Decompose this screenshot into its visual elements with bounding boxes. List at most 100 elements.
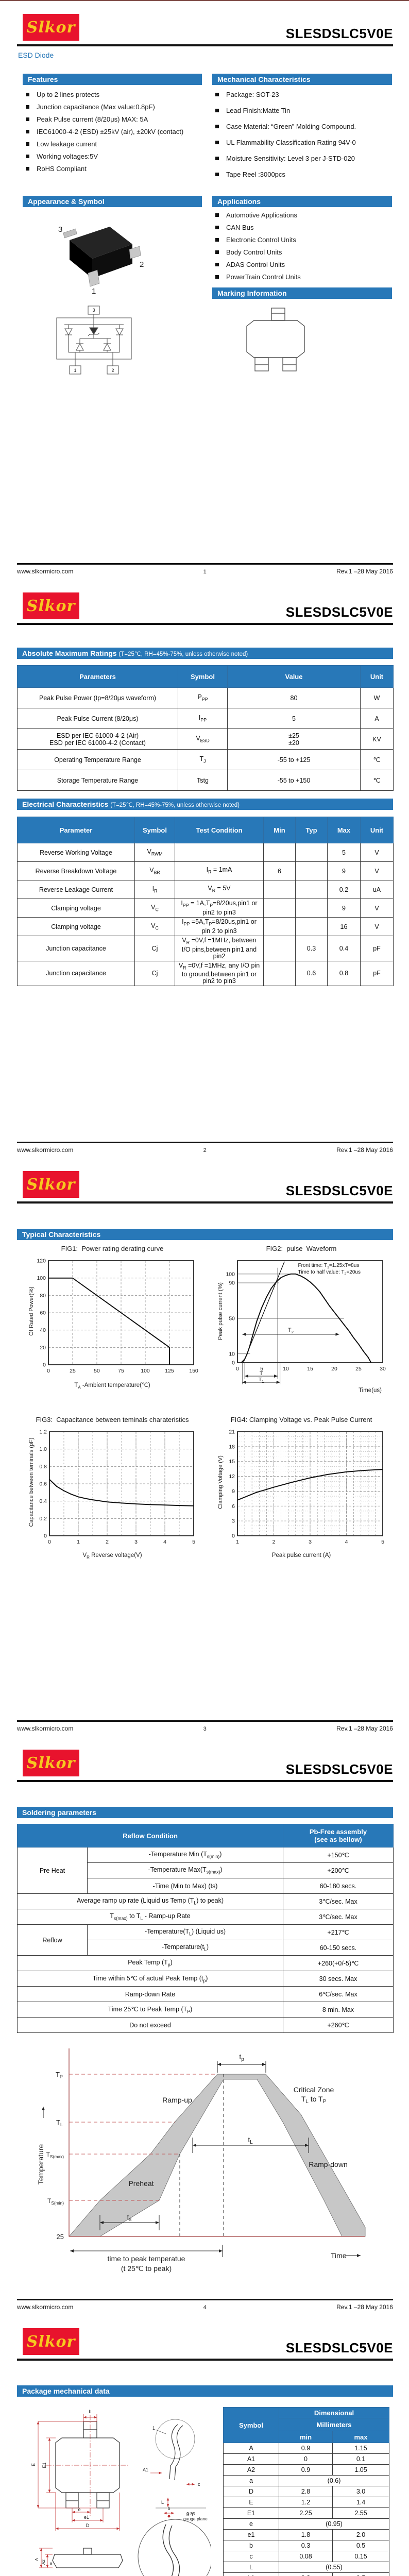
dim-A-label: A [35,2558,39,2561]
bullet-text: ADAS Control Units [226,261,285,268]
bullet-text: Moisture Sensitivity: Level 3 per J-STD-… [226,155,355,162]
bullet-item: Case Material: “Green” Molding Compound. [215,123,392,130]
chart-annotation: Front time: T1​=1.25xT=8us [298,1263,360,1269]
dim-L-label: L [161,2500,164,2505]
span-label: T1​ [259,1377,264,1384]
footer-page-number: 4 [203,2304,207,2311]
symbol-cell: IR [134,880,175,899]
min-cell: 6 [263,861,296,880]
max-cell: 1.15 [332,2443,390,2454]
value-cell: +150℃ [283,1847,394,1863]
fig2-chart: 0 5 10 15 20 25 30 0 10 50 90 100 T2​ TT1​ Front time:… [226,1260,386,1385]
x-tick-label: 1 [236,1539,239,1545]
detail-callout: 1 [152,2426,155,2431]
footer: www.slkormicro.com 2 Rev.1 –28 May 2016 [17,1146,393,1154]
marking-outline-image [246,308,305,371]
min-cell: 0.3 [279,2540,333,2551]
bullet-item: Peak Pulse current (8/20μs) MAX: 5A [26,115,201,123]
header-cell: Value [227,665,361,688]
bullet-text: Junction capacitance (Max value:0.8pF) [37,103,155,111]
tl-level-label: TL​ [56,2119,63,2127]
parameter-cell: Junction capacitance [17,960,135,986]
x-tick-label: 1 [77,1539,80,1545]
symbol-cell: E [223,2497,279,2508]
x-tick-label: 5 [381,1539,384,1545]
footer-revision: Rev.1 –28 May 2016 [336,1146,393,1154]
package-title: Package mechanical data [22,2387,110,2395]
test-condition-cell: IPP =5A,TP=8/20us,pin1 or pin 2 to pin3 [175,917,264,936]
table-row: Clamping voltage VC IPP =5A,TP=8/20us,pin1… [17,917,394,936]
table-row: A1 0 0.1 [223,2453,390,2465]
y-tick-label: 10 [229,1351,235,1357]
max-cell: 16 [327,917,361,936]
fig2-ylabel: Peak pulse current (%) [217,1282,224,1340]
header-cell: Test Condition [175,817,264,843]
x-tick-label: 30 [380,1366,386,1372]
y-tick-label: 80 [40,1293,46,1299]
mechanical-section-bar: Mechanical Characteristics [212,74,392,85]
y-tick-label: 100 [37,1275,46,1281]
table-row: Time within 5℃ of actual Peak Temp (tp) 3… [17,1971,394,1987]
logo-text: Slkor [26,1175,76,1194]
y-tick-label: 3 [232,1518,235,1524]
typical-title: Typical Characteristics [22,1230,101,1239]
gauge-plane-offset: 0.25 [186,2511,195,2516]
bullet-text: UL Flammability Classification Rating 94… [226,139,356,146]
table-row: Ramp-down Rate 6℃/sec. Max [17,1986,394,2002]
condition-cell: Peak Temp (Tp) [17,1955,283,1971]
table-row: Junction capacitance Cj VR =0V,f =1MHz, be… [17,936,394,961]
min-cell: 0.08 [279,2551,333,2562]
sot23-3d-image: 3 2 1 [58,225,144,295]
parameter-cell: Clamping voltage [17,899,135,918]
condition-cell: Do not exceed [17,2017,283,2033]
fig1-block: FIG1: Power rating derating curve Of Rat… [25,1245,200,1389]
symbol-cell: VC [134,899,175,918]
table-row: Reverse Leakage Current IR VR = 5V 0.2 uA [17,880,394,899]
parameter-cell: Peak Pulse Current (8/20μs) [17,708,178,729]
bullet-square-icon [26,117,29,121]
abs-max-note: (T=25℃, RH=45%-75%, unless otherwise not… [118,651,248,657]
package-section-bar: Package mechanical data [17,2385,393,2397]
abs-max-title: Absolute Maximum Ratings [22,649,117,657]
parameter-cell: Reverse Working Voltage [17,843,135,862]
critical-zone-label-2: TL​ to TP​ [301,2095,327,2105]
parameter-cell: Reverse Leakage Current [17,880,135,899]
condition-cell: Time within 5℃ of actual Peak Temp (tp) [17,1971,283,1987]
bullet-item: Tape Reel :3000pcs [215,171,392,178]
y-tick-label: 0.8 [39,1464,47,1470]
bullet-text: Peak Pulse current (8/20μs) MAX: 5A [37,115,148,123]
y-tick-label: 21 [229,1429,235,1435]
parameter-cell: Junction capacitance [17,936,135,961]
ts-span-label: ts​ [127,2213,132,2223]
tp-level-label: TP​ [56,2071,63,2079]
bullet-square-icon [26,167,29,171]
footer-revision: Rev.1 –28 May 2016 [336,568,393,575]
table-row: L (0.55) [223,2562,390,2573]
bullet-item: Package: SOT-23 [215,91,392,98]
unit-cell: A [360,708,394,729]
bullet-text: Package: SOT-23 [226,91,279,98]
condition-cell: -Temperature(tL) [87,1940,283,1956]
y-tick-label: 6 [232,1503,235,1510]
span-label: T2​ [288,1327,294,1334]
unit-cell: V [360,843,394,862]
applications-section-bar: Applications [212,196,392,207]
symbol-cell: L1 [223,2572,279,2576]
fig1-xlabel: TA -Ambient temperature(℃) [74,1382,150,1390]
y-tick-label: 0 [43,1362,46,1368]
table-row: Junction capacitance Cj VR =0V,f =1MHz, an… [17,960,394,986]
table-row: e1 1.8 2.0 [223,2529,390,2540]
marking-body [246,320,305,358]
min-cell [263,936,296,961]
symbol-cell: Cj [134,936,175,961]
footer: www.slkormicro.com 4 Rev.1 –28 May 2016 [17,2303,393,2311]
condition-cell: -Time (Min to Max) (ts) [87,1878,283,1894]
symbol-cell: L [223,2562,279,2573]
electrical-table: Parameter Symbol Test Condition Min Typ Max Un… [17,817,394,986]
min-cell: 0.3 [279,2572,333,2576]
pin1-lead [88,269,100,287]
page-3: Slkor SLESDSLC5V0E Typical Characteristi… [0,1157,409,1736]
slkor-logo: Slkor [23,1171,79,1198]
part-number-title: SLESDSLC5V0E [285,2340,393,2355]
